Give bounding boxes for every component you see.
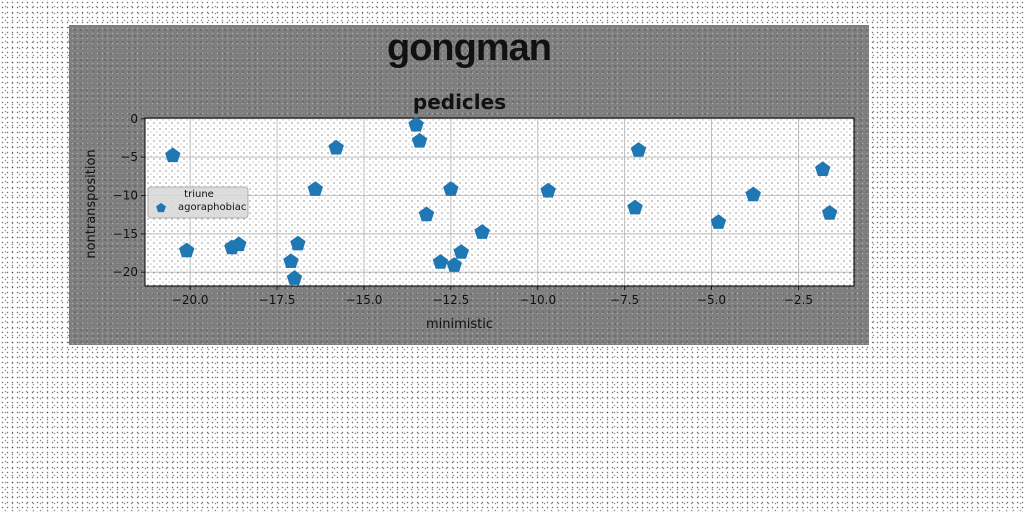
data-point: [453, 244, 469, 259]
y-tick-label: −10: [113, 188, 138, 202]
data-point: [815, 161, 831, 176]
data-point: [821, 205, 838, 220]
x-tick-label: −20.0: [172, 293, 209, 307]
data-point: [165, 147, 181, 163]
data-point: [411, 132, 428, 148]
data-point: [432, 254, 449, 269]
legend-marker: [156, 202, 166, 213]
chart-figure: gongman −20.0 −17.5 −15.0 −12.5 −10.0 −7.5 −5.…: [69, 25, 869, 345]
legend-label: triune: [184, 189, 214, 200]
scatter-chart: −20.0 −17.5 −15.0 −12.5 −10.0 −7.5 −5.0 −2.5 0 −5…: [84, 90, 855, 332]
data-point: [408, 116, 424, 132]
data-point: [283, 253, 299, 269]
data-point: [286, 270, 303, 285]
y-tick-label: −20: [113, 265, 138, 279]
data-point: [328, 139, 344, 155]
x-tick-label: −7.5: [610, 293, 639, 307]
y-tick-label: −15: [113, 227, 138, 241]
x-tick-label: −2.5: [784, 293, 813, 307]
figure-suptitle: gongman: [387, 27, 552, 69]
data-point: [745, 186, 761, 202]
x-axis-label: minimistic: [426, 317, 493, 332]
data-point: [627, 199, 643, 215]
data-point: [474, 224, 490, 239]
data-point: [418, 206, 435, 222]
plot-frame: [144, 117, 855, 287]
plot-speckle: [145, 118, 854, 286]
data-point: [630, 142, 647, 157]
y-axis-label: nontransposition: [84, 149, 99, 258]
data-point: [540, 182, 556, 198]
x-tick-label: −12.5: [432, 293, 469, 307]
x-tick-label: −17.5: [259, 293, 296, 307]
data-point: [443, 181, 459, 196]
y-tick-label: −5: [120, 150, 138, 164]
legend-label: agoraphobiac: [178, 202, 246, 213]
x-tick-label: −15.0: [346, 293, 383, 307]
data-point: [290, 235, 306, 251]
data-point: [710, 214, 727, 229]
data-point: [178, 242, 195, 258]
data-point: [307, 181, 324, 196]
chart-title: pedicles: [413, 90, 506, 114]
data-point: [446, 257, 463, 272]
x-tick-label: −10.0: [519, 293, 556, 307]
legend-box: [147, 186, 249, 219]
x-tick-label: −5.0: [697, 293, 726, 307]
data-point: [231, 236, 247, 252]
y-tick-label: 0: [130, 112, 138, 126]
